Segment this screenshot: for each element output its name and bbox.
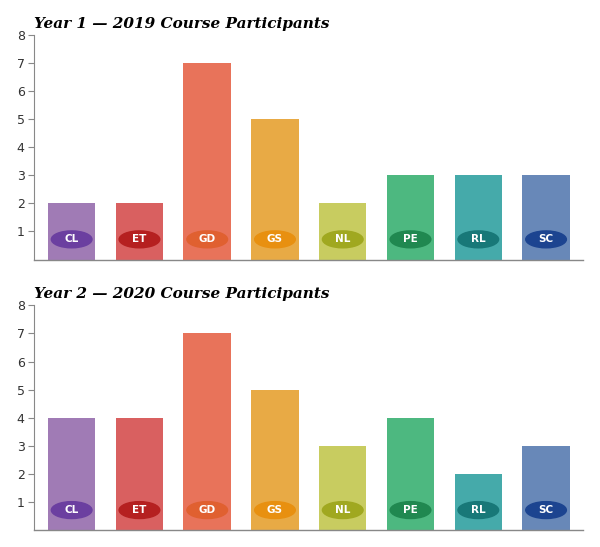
Bar bbox=[523, 175, 570, 260]
Text: GD: GD bbox=[199, 505, 216, 515]
Circle shape bbox=[187, 502, 227, 519]
Text: GS: GS bbox=[267, 505, 283, 515]
Text: GS: GS bbox=[267, 234, 283, 245]
Text: SC: SC bbox=[538, 505, 554, 515]
Circle shape bbox=[52, 231, 92, 248]
Circle shape bbox=[119, 231, 160, 248]
Circle shape bbox=[254, 502, 295, 519]
Text: NL: NL bbox=[335, 234, 350, 245]
Bar bbox=[455, 175, 502, 260]
Circle shape bbox=[458, 231, 499, 248]
Text: CL: CL bbox=[65, 505, 79, 515]
Text: GD: GD bbox=[199, 234, 216, 245]
Text: NL: NL bbox=[335, 505, 350, 515]
Bar bbox=[116, 203, 163, 260]
Text: PE: PE bbox=[403, 505, 418, 515]
Circle shape bbox=[119, 502, 160, 519]
Bar bbox=[48, 418, 95, 531]
Text: CL: CL bbox=[65, 234, 79, 245]
Text: RL: RL bbox=[471, 234, 485, 245]
Text: ET: ET bbox=[132, 505, 146, 515]
Circle shape bbox=[390, 502, 431, 519]
Circle shape bbox=[322, 231, 363, 248]
Bar bbox=[387, 418, 434, 531]
Bar bbox=[116, 418, 163, 531]
Bar bbox=[319, 446, 367, 531]
Circle shape bbox=[187, 231, 227, 248]
Text: ET: ET bbox=[132, 234, 146, 245]
Circle shape bbox=[526, 502, 566, 519]
Bar bbox=[48, 203, 95, 260]
Circle shape bbox=[52, 502, 92, 519]
Bar bbox=[184, 63, 231, 260]
Circle shape bbox=[526, 231, 566, 248]
Bar bbox=[523, 446, 570, 531]
Bar bbox=[251, 119, 299, 260]
Bar bbox=[455, 474, 502, 531]
Circle shape bbox=[390, 231, 431, 248]
Bar bbox=[319, 203, 367, 260]
Text: PE: PE bbox=[403, 234, 418, 245]
Text: Year 2 — 2020 Course Participants: Year 2 — 2020 Course Participants bbox=[34, 287, 330, 301]
Bar bbox=[184, 334, 231, 531]
Bar bbox=[251, 389, 299, 531]
Circle shape bbox=[458, 502, 499, 519]
Bar bbox=[387, 175, 434, 260]
Text: SC: SC bbox=[538, 234, 554, 245]
Circle shape bbox=[322, 502, 363, 519]
Text: Year 1 — 2019 Course Participants: Year 1 — 2019 Course Participants bbox=[34, 16, 330, 31]
Circle shape bbox=[254, 231, 295, 248]
Text: RL: RL bbox=[471, 505, 485, 515]
